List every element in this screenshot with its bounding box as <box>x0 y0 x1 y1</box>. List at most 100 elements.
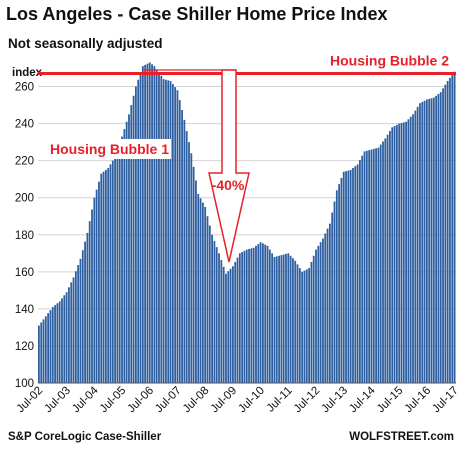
y-tick-label: 100 <box>15 378 34 390</box>
bar <box>421 101 424 383</box>
bar <box>107 168 110 383</box>
x-tick-label: Jul-12 <box>292 385 323 416</box>
bar <box>165 79 167 384</box>
bar <box>201 202 204 383</box>
bar <box>326 228 329 383</box>
bar <box>419 103 421 384</box>
bar <box>449 77 451 383</box>
bar <box>128 114 130 383</box>
bar <box>273 257 276 383</box>
bar <box>335 190 338 383</box>
bar <box>294 260 297 383</box>
bar <box>342 171 345 383</box>
x-tick-label: Jul-04 <box>70 384 101 415</box>
bar <box>354 166 357 383</box>
x-tick-label: Jul-13 <box>319 385 350 416</box>
bar <box>257 244 260 383</box>
bar <box>134 86 137 383</box>
x-tick-label: Jul-10 <box>236 385 267 416</box>
bar <box>349 169 352 383</box>
bar <box>423 100 426 384</box>
bar <box>225 273 227 383</box>
y-tick-label: 180 <box>15 230 34 242</box>
bar <box>252 247 255 383</box>
bar <box>395 124 398 383</box>
bar <box>324 233 327 383</box>
bar <box>248 248 250 383</box>
bar <box>278 255 280 383</box>
bar <box>93 197 96 383</box>
bar <box>345 171 347 383</box>
bar <box>428 98 431 383</box>
y-tick-label: 140 <box>15 304 34 316</box>
bar <box>384 138 387 383</box>
bar <box>222 266 225 383</box>
bar <box>442 88 444 383</box>
bar <box>77 265 80 383</box>
bar <box>197 194 200 383</box>
bar <box>262 243 264 383</box>
x-tick-label: Jul-05 <box>98 385 129 416</box>
bar <box>301 271 304 383</box>
bar <box>183 119 186 383</box>
bar <box>47 313 50 383</box>
bar <box>63 295 66 383</box>
bar <box>282 254 285 383</box>
bar <box>236 257 239 383</box>
bar <box>199 198 202 383</box>
bar <box>308 268 310 383</box>
bar <box>181 110 183 383</box>
bar <box>98 181 100 383</box>
bar <box>81 250 84 383</box>
bar <box>162 79 165 384</box>
bar <box>241 252 244 383</box>
bar <box>204 206 207 383</box>
bar <box>218 253 220 383</box>
bar <box>407 119 410 383</box>
bar <box>125 121 128 384</box>
bar <box>86 232 89 383</box>
bar <box>389 131 391 383</box>
bar <box>153 66 156 384</box>
bar <box>437 93 440 383</box>
x-tick-label: Jul-03 <box>42 385 73 416</box>
bar <box>190 153 193 383</box>
bar <box>312 255 315 383</box>
bar <box>176 90 179 384</box>
bar <box>58 301 61 383</box>
bar <box>79 258 82 383</box>
bar <box>121 136 123 383</box>
chart-title: Los Angeles - Case Shiller Home Price In… <box>6 4 388 24</box>
bar <box>144 64 147 383</box>
bar <box>386 134 389 383</box>
bar <box>38 325 40 383</box>
bar <box>148 62 151 383</box>
bar <box>446 80 449 383</box>
bar <box>195 180 197 383</box>
bar <box>192 166 195 383</box>
bar <box>100 173 103 383</box>
bar <box>391 127 394 383</box>
bar <box>368 150 371 383</box>
y-tick-label: 260 <box>15 82 34 94</box>
bar <box>72 277 75 383</box>
bar <box>178 100 181 384</box>
bar <box>375 148 377 383</box>
bar <box>220 260 223 383</box>
bar <box>160 75 163 384</box>
source-note: S&P CoreLogic Case-Shiller <box>8 431 162 443</box>
bar <box>328 223 331 383</box>
bar <box>151 64 153 383</box>
bar <box>68 287 70 383</box>
bar <box>116 150 119 383</box>
bar <box>287 253 290 383</box>
bar <box>402 122 405 383</box>
bar <box>208 225 211 383</box>
bar <box>264 244 267 383</box>
x-tick-label: Jul-16 <box>403 385 434 416</box>
bar <box>84 241 86 383</box>
bar <box>123 129 126 383</box>
bar <box>363 151 366 383</box>
bar <box>405 121 407 384</box>
bar <box>370 149 373 383</box>
